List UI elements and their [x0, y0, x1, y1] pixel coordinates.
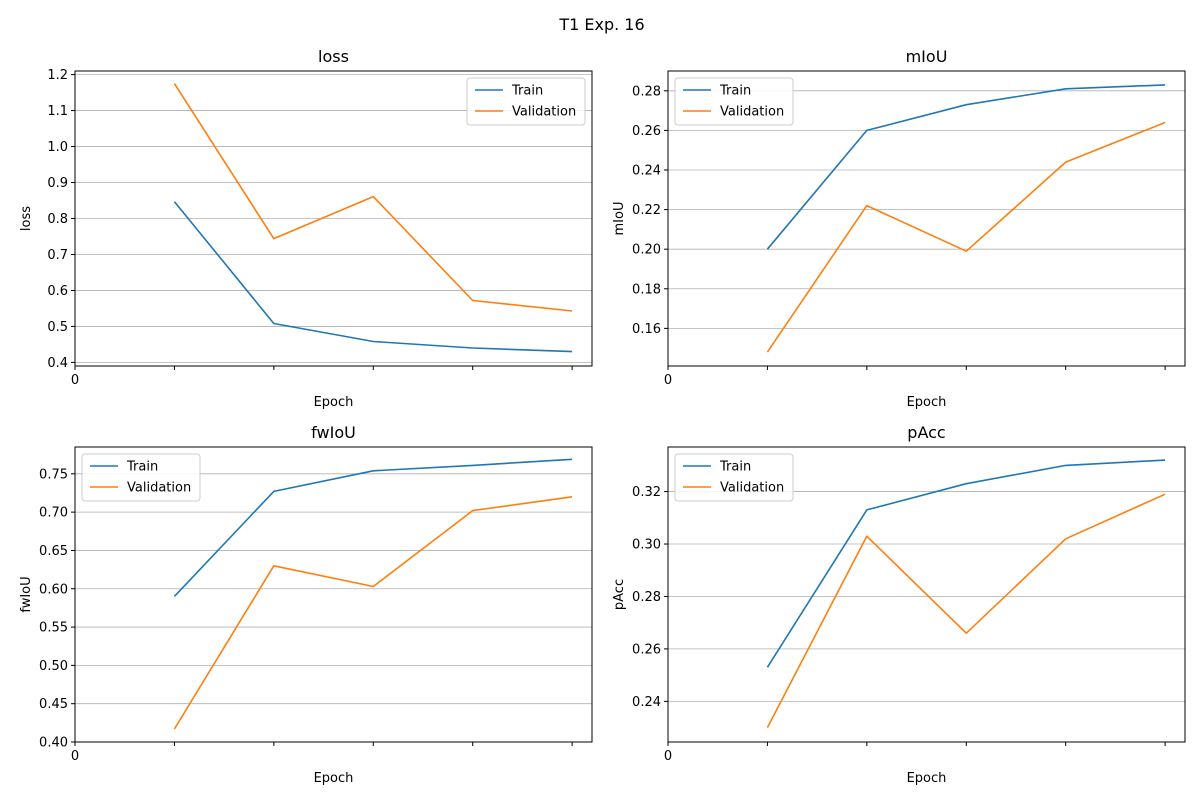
y-tick-label: 0.28	[632, 84, 661, 99]
x-axis-label: Epoch	[314, 771, 354, 786]
y-tick-label: 0.24	[632, 163, 661, 178]
y-tick-label: 0.20	[632, 243, 661, 258]
x-tick-label: 0	[71, 373, 79, 388]
axes-frame	[667, 446, 1186, 743]
axes-frame	[74, 446, 593, 743]
series-line-validation	[766, 121, 1166, 353]
legend: Train Validation	[81, 453, 201, 502]
y-tick-label: 0.60	[39, 582, 68, 597]
subplot-pacc: 0.24 0.26 0.28 0.30 0.32 0 pAcc Epoch pAcc Train V…	[612, 423, 1186, 786]
legend: Train Validation	[466, 77, 586, 126]
y-tick-label: 0.75	[39, 467, 68, 482]
y-tick-label: 0.7	[47, 248, 68, 263]
y-tick-label: 0.6	[47, 284, 68, 299]
subplot-miou: 0.16 0.18 0.20 0.22 0.24 0.26 0.28 0 mIoU Epoch mI…	[612, 47, 1186, 410]
legend-label: Train	[126, 460, 158, 475]
y-axis-label: loss	[19, 206, 34, 231]
legend-label: Train	[511, 84, 543, 99]
x-tick-label: 0	[71, 749, 79, 764]
series-line-train	[173, 201, 573, 353]
legend: Train Validation	[674, 453, 794, 502]
subplot-title: loss	[318, 47, 349, 66]
y-tick-label: 0.22	[632, 203, 661, 218]
y-tick-label: 0.26	[632, 642, 661, 657]
y-tick-label: 0.70	[39, 506, 68, 521]
legend-label: Train	[719, 460, 751, 475]
series-line-train	[766, 459, 1166, 668]
y-tick-label: 0.9	[47, 176, 68, 191]
series-line-validation	[766, 493, 1166, 728]
y-tick-label: 0.45	[39, 697, 68, 712]
y-tick-label: 0.28	[632, 590, 661, 605]
y-tick-label: 0.32	[632, 485, 661, 500]
legend: Train Validation	[674, 77, 794, 126]
y-tick-label: 0.5	[47, 320, 68, 335]
y-tick-label: 0.16	[632, 322, 661, 337]
y-tick-label: 0.30	[632, 538, 661, 553]
series-line-validation	[173, 496, 573, 730]
x-axis-label: Epoch	[314, 395, 354, 410]
subplot-title: mIoU	[906, 47, 948, 66]
subplot-loss: 0.4 0.5 0.6 0.7 0.8 0.9 1.0 1.1 1.2 0 loss Epoch los…	[19, 47, 593, 410]
y-tick-label: 0.65	[39, 544, 68, 559]
y-tick-label: 0.4	[47, 356, 68, 371]
y-tick-label: 0.8	[47, 212, 68, 227]
y-tick-label: 0.24	[632, 695, 661, 710]
y-tick-label: 0.50	[39, 659, 68, 674]
figure-title: T1 Exp. 16	[558, 15, 644, 34]
series-line-validation	[173, 83, 573, 312]
legend-label: Validation	[512, 105, 576, 120]
legend-label: Validation	[720, 481, 784, 496]
y-tick-label: 1.1	[47, 104, 68, 119]
subplot-fwiou: 0.40 0.45 0.50 0.55 0.60 0.65 0.70 0.75 0 fwIoU Ep…	[19, 423, 593, 786]
y-tick-label: 1.0	[47, 140, 68, 155]
legend-label: Train	[719, 84, 751, 99]
axes-frame	[667, 70, 1186, 367]
series-line-train	[766, 84, 1166, 250]
x-axis-label: Epoch	[907, 395, 947, 410]
x-axis-label: Epoch	[907, 771, 947, 786]
y-tick-label: 1.2	[47, 68, 68, 83]
y-axis-label: fwIoU	[19, 576, 34, 612]
y-axis-label: pAcc	[612, 579, 627, 610]
subplot-grid: 0.4 0.5 0.6 0.7 0.8 0.9 1.0 1.1 1.2 0 loss Epoch los…	[19, 47, 1186, 786]
y-axis-label: mIoU	[612, 202, 627, 236]
legend-label: Validation	[127, 481, 191, 496]
y-tick-label: 0.26	[632, 124, 661, 139]
legend-label: Validation	[720, 105, 784, 120]
y-tick-label: 0.55	[39, 621, 68, 636]
series-line-train	[173, 458, 573, 597]
x-tick-label: 0	[664, 373, 672, 388]
subplot-title: fwIoU	[311, 423, 356, 442]
y-tick-label: 0.40	[39, 736, 68, 751]
subplot-title: pAcc	[907, 423, 945, 442]
x-tick-label: 0	[664, 749, 672, 764]
y-tick-label: 0.18	[632, 282, 661, 297]
